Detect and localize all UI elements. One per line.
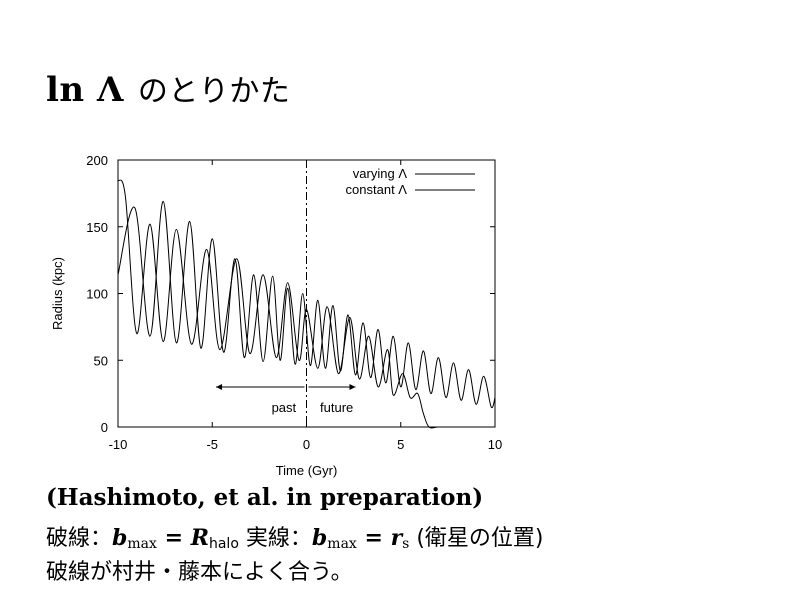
conclusion: 破線が村井・藤本によく合う。 (46, 560, 353, 585)
x-axis-label: Time (Gyr) (276, 463, 338, 478)
solid-math-eq: = r (356, 525, 403, 551)
dashed-math-eq: = R (156, 525, 209, 551)
past-label: past (272, 400, 297, 415)
solid-label: 実線： (238, 526, 312, 551)
x-tick-label: -10 (109, 437, 128, 452)
dashed-math-b: b (112, 525, 128, 551)
solid-note: (衛星の位置) (409, 526, 544, 551)
legend-label: constant Λ (346, 182, 408, 197)
series-line-constant (117, 179, 477, 429)
solid-sub-max: max (327, 536, 357, 552)
x-tick-label: -5 (206, 437, 218, 452)
x-tick-label: 10 (488, 437, 502, 452)
title-text: のとりかた (137, 74, 291, 109)
solid-math-b: b (311, 525, 328, 551)
y-tick-label: 50 (94, 353, 108, 368)
dashed-sub-halo: halo (208, 536, 239, 552)
dashed-sub-max: max (127, 536, 157, 552)
x-tick-label: 0 (303, 437, 310, 452)
slide-title: ln Λ のとりかた (46, 66, 290, 110)
past-arrowhead (216, 383, 223, 390)
future-arrowhead (349, 383, 356, 390)
y-tick-label: 200 (86, 153, 108, 168)
x-tick-label: 5 (397, 437, 404, 452)
series-line-varying (117, 200, 496, 409)
line-style-explanation: 破線：bmax = Rhalo 実線：bmax = rs (衛星の位置) (46, 520, 544, 552)
legend-label: varying Λ (353, 166, 408, 181)
title-math: ln Λ (46, 70, 124, 110)
future-label: future (320, 400, 353, 415)
y-tick-label: 100 (86, 287, 108, 302)
y-axis-label: Radius (kpc) (50, 257, 65, 330)
y-tick-label: 150 (86, 220, 108, 235)
solid-sub-s: s (402, 536, 410, 552)
y-tick-label: 0 (101, 420, 108, 435)
citation: (Hashimoto, et al. in preparation) (46, 484, 484, 511)
dashed-label: 破線： (46, 526, 113, 551)
